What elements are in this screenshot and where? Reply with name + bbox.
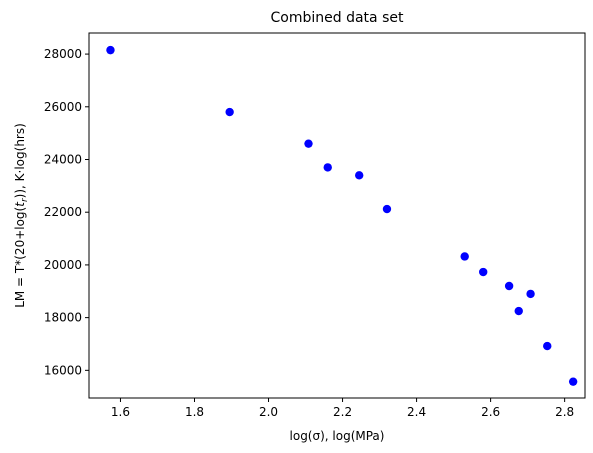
data-point-4 <box>323 163 332 172</box>
y-tick-label: 18000 <box>44 311 82 325</box>
data-point-13 <box>568 377 578 386</box>
y-tick-label: 28000 <box>44 47 82 61</box>
x-tick-label: 2.6 <box>481 405 500 419</box>
y-axis-ticks: 16000 18000 20000 22000 24000 26000 28000 <box>44 47 89 377</box>
y-axis-title-subscript-r: r <box>20 197 30 202</box>
x-tick-label: 2.8 <box>555 405 574 419</box>
data-point-9 <box>504 281 514 291</box>
data-point-10 <box>514 306 523 316</box>
x-axis-title: log(σ), log(MPa) <box>290 429 385 443</box>
x-tick-label: 1.6 <box>111 405 130 419</box>
data-point-1 <box>106 45 115 55</box>
data-point-6 <box>382 204 392 214</box>
data-point-2 <box>225 107 234 117</box>
x-axis-ticks: 1.6 1.8 2.0 2.2 2.4 2.6 2.8 <box>111 398 574 419</box>
chart-title: Combined data set <box>271 10 404 26</box>
y-tick-label: 22000 <box>44 205 82 219</box>
y-tick-label: 26000 <box>44 100 82 114</box>
y-axis-title: LM = T*(20+log(tr)), K·log(hrs) <box>13 123 30 308</box>
y-tick-label: 20000 <box>44 258 82 272</box>
y-axis-title-part-1: LM = T*(20+log( <box>13 207 27 308</box>
data-point-5 <box>355 171 364 180</box>
x-tick-label: 2.2 <box>333 405 352 419</box>
y-tick-label: 24000 <box>44 152 82 166</box>
data-points <box>106 45 578 386</box>
y-axis-title-part-2: )), K·log(hrs) <box>13 123 27 198</box>
data-point-8 <box>479 267 488 277</box>
data-point-12 <box>543 341 552 351</box>
y-axis-title-t: t <box>13 201 27 207</box>
plot-area-frame <box>88 32 586 399</box>
x-tick-label: 2.4 <box>407 405 426 419</box>
y-tick-label: 16000 <box>44 363 82 377</box>
x-tick-label: 2.0 <box>259 405 278 419</box>
data-point-7 <box>460 252 469 261</box>
data-point-11 <box>526 289 535 299</box>
data-point-3 <box>304 139 313 148</box>
x-tick-label: 1.8 <box>185 405 204 419</box>
